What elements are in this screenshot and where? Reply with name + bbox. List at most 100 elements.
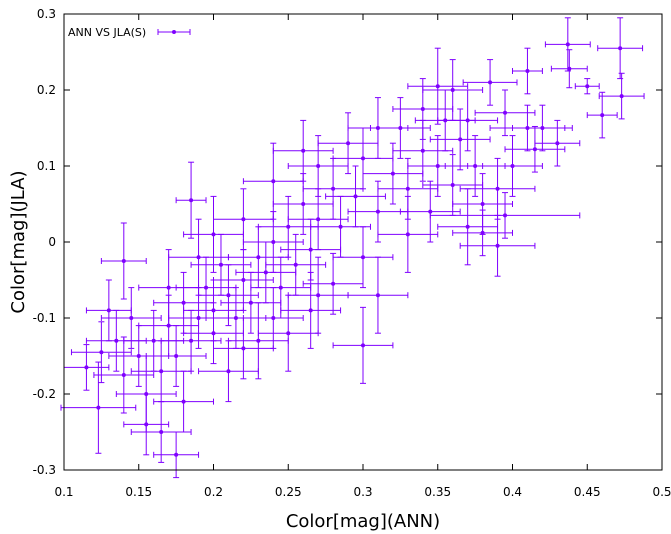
- data-point: [235, 241, 297, 304]
- point-marker: [106, 308, 111, 313]
- point-marker: [248, 300, 253, 305]
- point-marker: [600, 113, 605, 118]
- x-tick-label: 0.15: [125, 485, 152, 499]
- point-marker: [565, 42, 570, 47]
- y-tick-label: -0.2: [33, 387, 56, 401]
- point-marker: [361, 255, 365, 260]
- data-point: [287, 188, 349, 251]
- data-point: [586, 91, 618, 139]
- point-marker: [390, 171, 395, 176]
- point-marker: [503, 110, 508, 115]
- x-tick-label: 0.4: [503, 485, 522, 499]
- point-marker: [405, 186, 410, 191]
- data-point: [63, 344, 110, 391]
- point-marker: [293, 262, 298, 267]
- data-point: [227, 302, 289, 380]
- point-marker: [286, 331, 291, 336]
- data-point: [153, 370, 214, 433]
- data-point: [437, 188, 499, 266]
- data-point: [198, 340, 259, 403]
- y-tick-label: 0: [48, 235, 56, 249]
- data-point: [183, 195, 244, 273]
- x-tick-label: 0.35: [424, 485, 451, 499]
- point-marker: [532, 147, 537, 152]
- point-marker: [338, 224, 343, 229]
- data-point: [512, 104, 573, 152]
- data-point: [60, 361, 137, 454]
- data-point: [317, 112, 379, 175]
- point-marker: [540, 126, 545, 130]
- x-tick-label: 0.3: [353, 485, 372, 499]
- point-marker: [495, 186, 500, 191]
- point-marker: [151, 338, 156, 343]
- data-point: [280, 271, 342, 349]
- data-point: [534, 119, 581, 167]
- data-point: [108, 325, 170, 387]
- data-point: [213, 249, 274, 311]
- data-point: [302, 157, 364, 220]
- data-point: [437, 89, 499, 152]
- data-point: [407, 47, 469, 125]
- data-point: [302, 252, 364, 315]
- data-point: [153, 271, 214, 334]
- point-marker: [241, 278, 246, 282]
- point-marker: [361, 156, 365, 161]
- point-marker: [331, 186, 336, 191]
- point-marker: [136, 354, 141, 358]
- point-marker: [189, 338, 194, 343]
- data-point: [85, 279, 132, 342]
- point-marker: [567, 66, 572, 71]
- data-point: [347, 256, 409, 334]
- point-marker: [435, 164, 440, 168]
- point-marker: [181, 399, 186, 404]
- data-point: [362, 142, 424, 205]
- point-marker: [174, 452, 179, 457]
- data-point: [429, 108, 491, 171]
- point-marker: [114, 338, 119, 343]
- data-point: [123, 393, 170, 456]
- data-point: [85, 309, 147, 372]
- data-point: [220, 271, 282, 334]
- point-marker: [226, 293, 231, 298]
- x-tick-label: 0.2: [204, 485, 223, 499]
- data-point: [153, 431, 200, 479]
- data-point: [377, 195, 439, 273]
- point-marker: [271, 179, 276, 184]
- point-marker: [196, 316, 201, 320]
- point-marker: [375, 126, 380, 130]
- data-point: [332, 127, 394, 190]
- data-point: [512, 47, 543, 95]
- point-marker: [316, 217, 321, 222]
- point-marker: [585, 84, 590, 89]
- point-marker: [308, 247, 313, 252]
- data-point: [100, 287, 162, 349]
- point-marker: [361, 343, 365, 348]
- point-marker: [159, 430, 164, 434]
- point-marker: [420, 148, 425, 153]
- point-marker: [465, 118, 470, 123]
- point-marker: [480, 202, 485, 206]
- legend-marker: [157, 29, 191, 35]
- point-marker: [480, 230, 485, 235]
- y-tick-label: 0.3: [37, 7, 56, 21]
- x-axis-label: Color[mag](ANN): [286, 511, 440, 532]
- data-point: [168, 287, 229, 349]
- point-marker: [308, 308, 313, 313]
- data-point: [399, 180, 461, 243]
- point-marker: [353, 194, 358, 199]
- data-point: [213, 188, 274, 251]
- y-tick-label: 0.2: [37, 83, 56, 97]
- data-point: [70, 321, 132, 384]
- point-marker: [301, 202, 306, 206]
- data-point: [93, 336, 155, 414]
- point-marker: [211, 232, 216, 237]
- point-marker: [375, 293, 380, 298]
- data-point: [462, 59, 518, 106]
- data-point: [242, 287, 304, 349]
- y-tick-label: -0.3: [33, 463, 56, 477]
- point-marker: [189, 198, 194, 203]
- data-point: [190, 233, 252, 296]
- data-point: [598, 72, 645, 120]
- point-marker: [301, 148, 306, 153]
- point-marker: [159, 369, 164, 374]
